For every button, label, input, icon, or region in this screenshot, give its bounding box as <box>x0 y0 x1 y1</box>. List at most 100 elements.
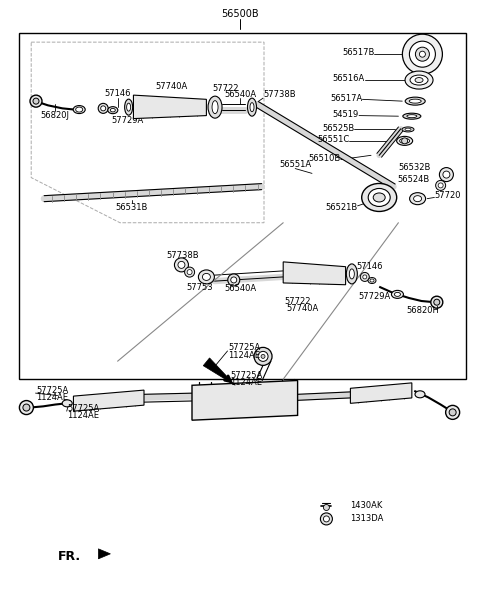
Text: 56532B: 56532B <box>399 163 431 172</box>
Text: 56540A: 56540A <box>224 285 256 293</box>
Polygon shape <box>283 262 346 285</box>
Ellipse shape <box>198 270 215 284</box>
Polygon shape <box>98 549 110 559</box>
Circle shape <box>402 138 408 144</box>
Circle shape <box>19 400 34 415</box>
Circle shape <box>409 41 435 67</box>
Ellipse shape <box>208 96 222 118</box>
Ellipse shape <box>76 107 83 112</box>
Text: 56516A: 56516A <box>333 75 365 83</box>
Circle shape <box>174 258 189 272</box>
Text: 57725A: 57725A <box>36 386 68 394</box>
Text: 56510B: 56510B <box>309 154 341 163</box>
Polygon shape <box>73 390 144 411</box>
Circle shape <box>261 355 265 358</box>
Ellipse shape <box>203 273 210 281</box>
Ellipse shape <box>415 391 425 398</box>
Ellipse shape <box>373 193 385 202</box>
Polygon shape <box>133 95 206 119</box>
Text: 1124AE: 1124AE <box>230 378 263 386</box>
Text: 1430AK: 1430AK <box>350 501 383 510</box>
Ellipse shape <box>62 400 72 407</box>
Ellipse shape <box>73 105 85 114</box>
Text: 57738B: 57738B <box>263 90 296 99</box>
Ellipse shape <box>396 137 413 145</box>
Circle shape <box>324 516 329 522</box>
Text: 1124AE: 1124AE <box>36 393 68 402</box>
Ellipse shape <box>400 138 409 143</box>
Text: 56540A: 56540A <box>224 90 256 99</box>
Ellipse shape <box>407 115 417 117</box>
Text: 1124AE: 1124AE <box>228 351 260 359</box>
Text: 57725A: 57725A <box>67 404 99 412</box>
Text: FR.: FR. <box>58 550 81 563</box>
Circle shape <box>445 405 460 420</box>
Ellipse shape <box>231 277 237 283</box>
Text: 57722: 57722 <box>212 84 239 93</box>
Circle shape <box>208 392 215 399</box>
Text: 57146: 57146 <box>356 262 383 271</box>
Ellipse shape <box>125 99 132 115</box>
Text: 56524B: 56524B <box>397 175 430 184</box>
Text: 56820H: 56820H <box>406 306 439 314</box>
Ellipse shape <box>250 103 254 111</box>
Circle shape <box>258 352 268 361</box>
Ellipse shape <box>405 128 411 131</box>
Circle shape <box>278 390 285 397</box>
Circle shape <box>436 181 445 190</box>
Polygon shape <box>203 358 235 385</box>
Text: 56500B: 56500B <box>221 10 259 19</box>
Text: 56551A: 56551A <box>279 160 311 169</box>
Text: 56551C: 56551C <box>317 135 349 144</box>
Ellipse shape <box>368 278 376 284</box>
Text: 57729A: 57729A <box>358 292 391 300</box>
Circle shape <box>431 296 443 308</box>
Text: 57720: 57720 <box>434 191 461 200</box>
Circle shape <box>290 389 297 397</box>
Text: 56517B: 56517B <box>342 49 374 57</box>
Text: 57146: 57146 <box>104 89 131 98</box>
Polygon shape <box>350 383 412 403</box>
Circle shape <box>101 106 106 111</box>
Ellipse shape <box>248 98 256 116</box>
Ellipse shape <box>414 196 421 202</box>
Circle shape <box>254 347 272 365</box>
Circle shape <box>23 404 30 411</box>
Text: 57740A: 57740A <box>286 305 319 313</box>
Ellipse shape <box>370 279 374 282</box>
Circle shape <box>178 261 185 268</box>
Circle shape <box>321 513 333 525</box>
Circle shape <box>402 34 443 74</box>
Text: 57725A: 57725A <box>230 371 263 379</box>
Circle shape <box>324 504 329 510</box>
Text: 1313DA: 1313DA <box>350 515 384 523</box>
Ellipse shape <box>405 71 433 89</box>
Ellipse shape <box>108 107 118 114</box>
Ellipse shape <box>362 184 396 211</box>
Text: 57738B: 57738B <box>166 252 199 260</box>
Text: 57729A: 57729A <box>111 116 144 125</box>
Text: 1124AE: 1124AE <box>67 411 99 420</box>
Circle shape <box>360 273 369 281</box>
Circle shape <box>443 171 450 178</box>
Text: 57740A: 57740A <box>156 82 188 90</box>
Ellipse shape <box>409 99 421 103</box>
Bar <box>19 33 466 379</box>
Ellipse shape <box>349 269 354 279</box>
Circle shape <box>438 183 443 188</box>
Circle shape <box>185 267 194 277</box>
Ellipse shape <box>127 103 131 111</box>
Circle shape <box>434 299 440 305</box>
Ellipse shape <box>410 75 428 85</box>
Polygon shape <box>192 380 298 420</box>
Ellipse shape <box>110 108 115 112</box>
Circle shape <box>449 409 456 416</box>
Text: 56521B: 56521B <box>325 203 358 212</box>
Circle shape <box>363 275 367 279</box>
Ellipse shape <box>347 264 357 284</box>
Text: 56517A: 56517A <box>330 94 362 102</box>
Circle shape <box>439 167 454 182</box>
Circle shape <box>196 393 203 400</box>
Circle shape <box>98 104 108 113</box>
Ellipse shape <box>212 101 218 114</box>
